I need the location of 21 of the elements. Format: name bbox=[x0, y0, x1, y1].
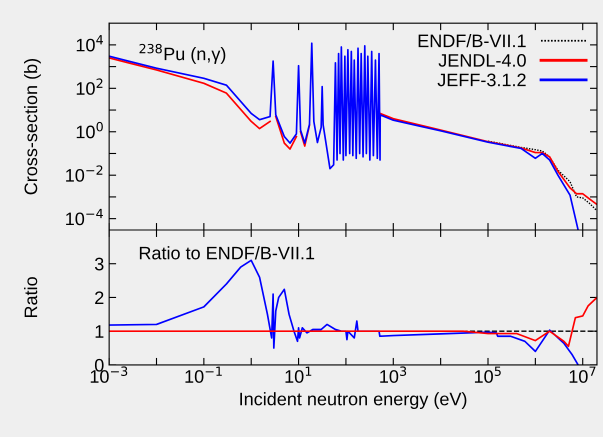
x-tick-label: 10$^{−1}$ bbox=[185, 366, 222, 383]
y-axis-title: Ratio bbox=[24, 277, 38, 318]
y-tick-label: 10$^{−4}$ bbox=[66, 208, 103, 226]
legend-label: ENDF/B-VII.1 bbox=[418, 34, 526, 48]
x-tick-label: 10$^{7}$ bbox=[570, 366, 596, 383]
x-tick-label: 10$^{5}$ bbox=[474, 366, 501, 383]
y-axis-title: Cross-section (b) bbox=[24, 58, 41, 194]
y-tick-label: 10$^{0}$ bbox=[76, 122, 103, 138]
y-tick-label: 10$^{4}$ bbox=[76, 35, 103, 52]
x-axis-title: Incident neutron energy (eV) bbox=[240, 392, 466, 409]
x-tick-label: 10$^{1}$ bbox=[286, 366, 312, 383]
y-tick-label: 2 bbox=[95, 291, 104, 304]
y-tick-label: 1 bbox=[96, 325, 104, 338]
legend-label: JENDL-4.0 bbox=[438, 54, 526, 67]
annotation: $^{238}$Pu (n,γ) bbox=[140, 44, 226, 64]
x-tick-label: 10$^{3}$ bbox=[380, 366, 406, 383]
legend-label: JEFF-3.1.2 bbox=[438, 74, 526, 86]
y-tick-label: 10$^{−2}$ bbox=[66, 165, 102, 182]
y-tick-label: 3 bbox=[94, 258, 104, 270]
annotation: Ratio to ENDF/B-VII.1 bbox=[140, 246, 314, 260]
y-tick-label: 10$^{2}$ bbox=[76, 78, 102, 95]
